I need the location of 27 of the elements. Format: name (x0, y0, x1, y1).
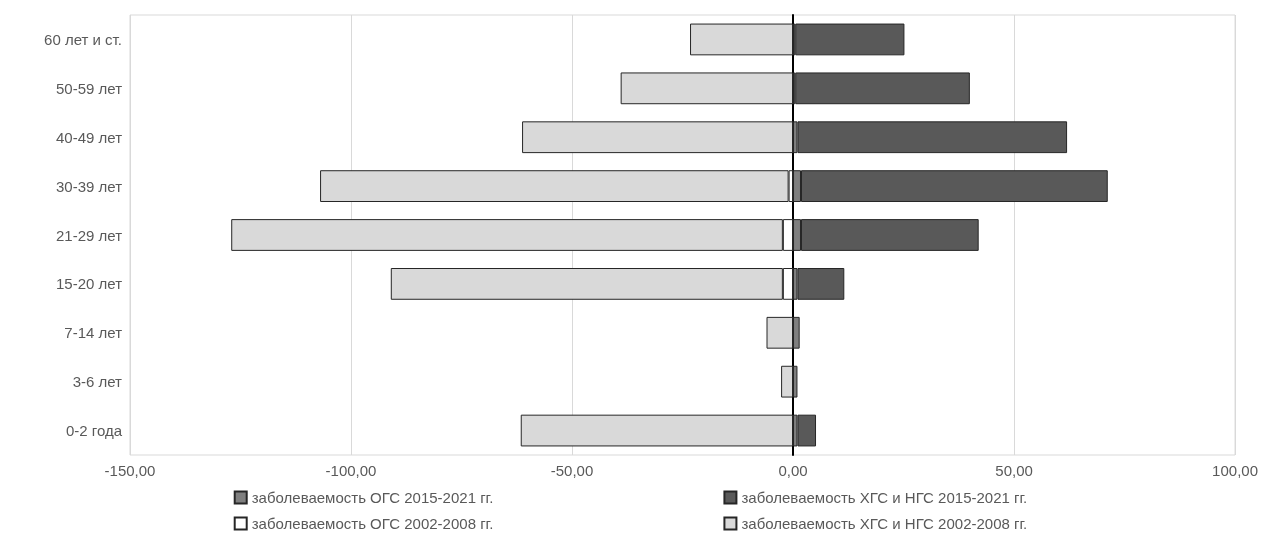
y-tick-label: 0-2 года (65, 422, 123, 440)
y-tick-label: 40-49 лет (56, 128, 123, 146)
x-tick-label: -100,00 (325, 462, 377, 479)
bar (781, 365, 794, 398)
legend-label: заболеваемость ХГС и НГС 2015-2021 гг. (741, 489, 1028, 506)
y-tick-label: 15-20 лет (56, 275, 123, 293)
x-tick-label: -150,00 (104, 462, 156, 479)
y-tick-label: 60 лет и ст. (44, 30, 122, 48)
bar (795, 72, 970, 105)
bar (797, 414, 817, 447)
bar (795, 23, 905, 56)
x-tick-label: 50,00 (995, 462, 1033, 479)
x-tick-label: 0,00 (778, 462, 808, 479)
legend-label: заболеваемость ОГС 2002-2008 гг. (251, 515, 494, 532)
legend-label: заболеваемость ОГС 2015-2021 гг. (251, 489, 494, 506)
legend-label: заболеваемость ХГС и НГС 2002-2008 гг. (741, 515, 1028, 532)
y-tick-label: 3-6 лет (72, 373, 123, 391)
y-tick-label: 30-39 лет (56, 177, 123, 195)
bar (797, 121, 1068, 154)
bar (797, 268, 845, 300)
x-tick-label: -50,00 (550, 462, 594, 479)
y-tick-label: 7-14 лет (64, 324, 123, 342)
y-tick-label: 21-29 лет (56, 226, 123, 244)
x-tick-label: 100,00 (1212, 462, 1259, 479)
y-tick-label: 50-59 лет (56, 79, 123, 97)
bar (690, 23, 794, 56)
bar (620, 72, 794, 105)
